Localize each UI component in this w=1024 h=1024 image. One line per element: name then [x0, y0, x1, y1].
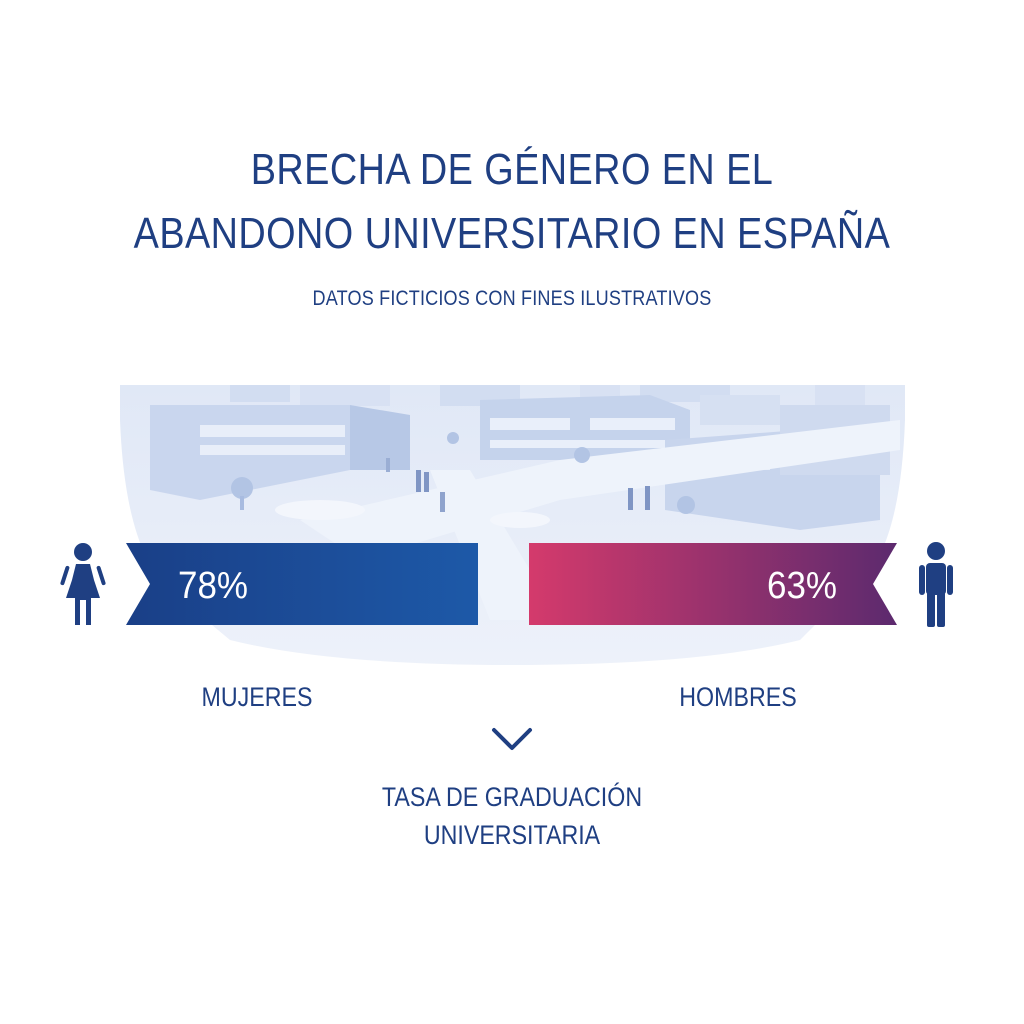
value-label-men: 63%: [767, 565, 837, 607]
man-icon: [919, 542, 953, 627]
page-title: BRECHA DE GÉNERO EN EL ABANDONO UNIVERSI…: [72, 138, 953, 266]
bar-group: 78% 63%: [126, 543, 897, 625]
bar-women: [126, 543, 478, 625]
footnote-line-2: UNIVERSITARIA: [423, 820, 601, 850]
bar-men: [529, 543, 897, 625]
chevron-down-icon: [492, 728, 532, 750]
title-line-2: ABANDONO UNIVERSITARIO EN ESPAÑA: [133, 209, 891, 258]
value-label-women: 78%: [178, 565, 248, 607]
category-label-women: MUJERES: [201, 682, 313, 712]
footnote: TASA DE GRADUACIÓN UNIVERSITARIA: [72, 778, 953, 854]
footnote-line-1: TASA DE GRADUACIÓN: [381, 782, 643, 812]
title-line-1: BRECHA DE GÉNERO EN EL: [250, 145, 774, 194]
woman-icon: [60, 543, 106, 625]
category-label-men: HOMBRES: [679, 682, 797, 712]
campus-illustration: [120, 385, 905, 665]
subtitle: DATOS FICTICIOS CON FINES ILUSTRATIVOS: [312, 287, 712, 310]
